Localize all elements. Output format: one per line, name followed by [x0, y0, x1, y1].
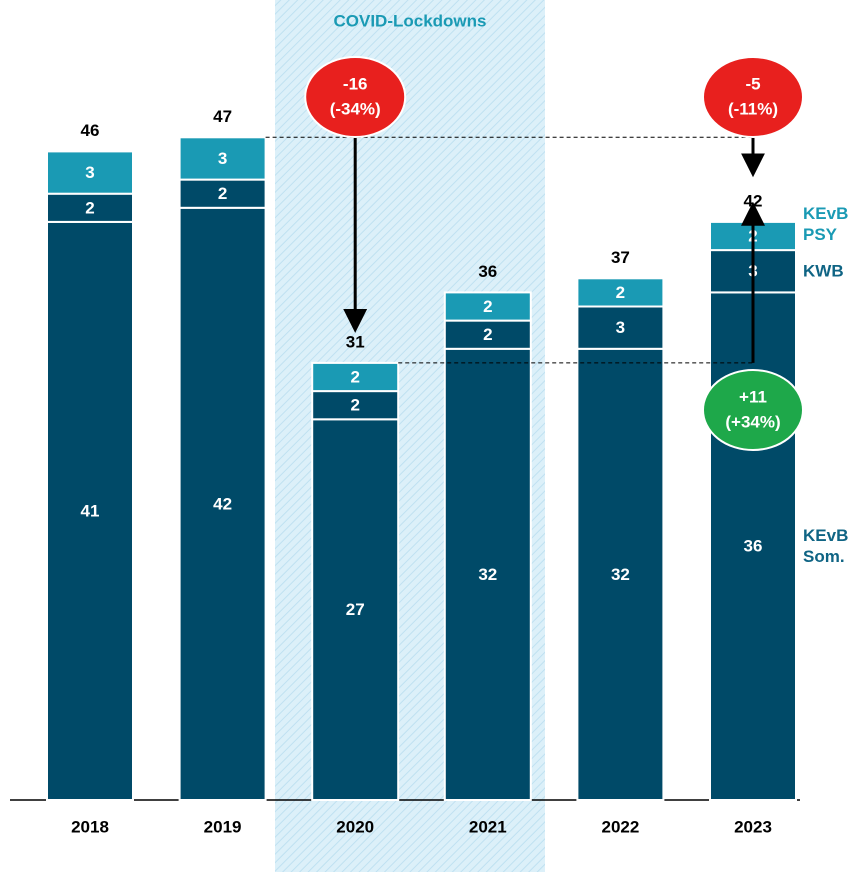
- change-label: +11: [739, 387, 767, 406]
- total-label: 31: [346, 332, 365, 351]
- legend-label: KWB: [803, 261, 844, 281]
- segment-label: 2: [218, 184, 227, 203]
- segment-label: 2: [85, 198, 94, 217]
- bar-segment: [178, 206, 267, 802]
- legend-label: KEvB PSY: [803, 204, 849, 244]
- total-label: 47: [213, 107, 232, 126]
- change-label: -16: [343, 74, 368, 93]
- x-tick-label: 2021: [469, 817, 507, 836]
- bar-segment: [46, 192, 134, 223]
- segment-label: 2: [350, 396, 359, 415]
- legend-label: KEvB Som.: [803, 526, 849, 567]
- change-label: -5: [745, 74, 760, 93]
- segment-label: 2: [350, 367, 359, 386]
- change-label: (-34%): [330, 99, 381, 118]
- x-tick-label: 2018: [71, 817, 109, 836]
- bar-segment: [178, 136, 267, 181]
- total-label: 37: [611, 248, 630, 267]
- segment-label: 32: [478, 565, 497, 584]
- total-label: 36: [478, 262, 497, 281]
- segment-label: 41: [81, 501, 100, 520]
- segment-label: 2: [483, 297, 492, 316]
- segment-label: 2: [483, 325, 492, 344]
- x-tick-label: 2019: [204, 817, 242, 836]
- total-label: 42: [744, 191, 763, 210]
- change-bubble: [702, 369, 804, 451]
- segment-label: 3: [85, 163, 94, 182]
- shading-label: COVID-Lockdowns: [333, 11, 486, 30]
- bar-segment: [311, 418, 400, 801]
- change-label: (+34%): [725, 412, 780, 431]
- segment-label: 36: [744, 537, 763, 556]
- bar-segment: [311, 361, 400, 393]
- segment-label: 3: [218, 149, 227, 168]
- bar-segment: [576, 347, 665, 801]
- bar-segment: [576, 277, 665, 308]
- x-tick-label: 2020: [336, 817, 374, 836]
- change-label: (-11%): [728, 99, 778, 118]
- bar-segment: [311, 390, 400, 421]
- segment-label: 27: [346, 600, 365, 619]
- bar-segment: [178, 178, 267, 209]
- segment-label: 42: [213, 494, 232, 513]
- segment-label: 2: [616, 283, 625, 302]
- bar-segment: [443, 291, 532, 322]
- bar-segment: [443, 319, 532, 350]
- segment-label: 3: [616, 318, 625, 337]
- total-label: 46: [81, 121, 100, 140]
- change-bubble: [702, 56, 804, 138]
- change-bubble: [304, 56, 407, 138]
- x-tick-label: 2023: [734, 817, 772, 836]
- x-tick-label: 2022: [601, 817, 639, 836]
- segment-label: 32: [611, 565, 630, 584]
- bar-segment: [46, 220, 134, 801]
- bar-segment: [46, 150, 134, 195]
